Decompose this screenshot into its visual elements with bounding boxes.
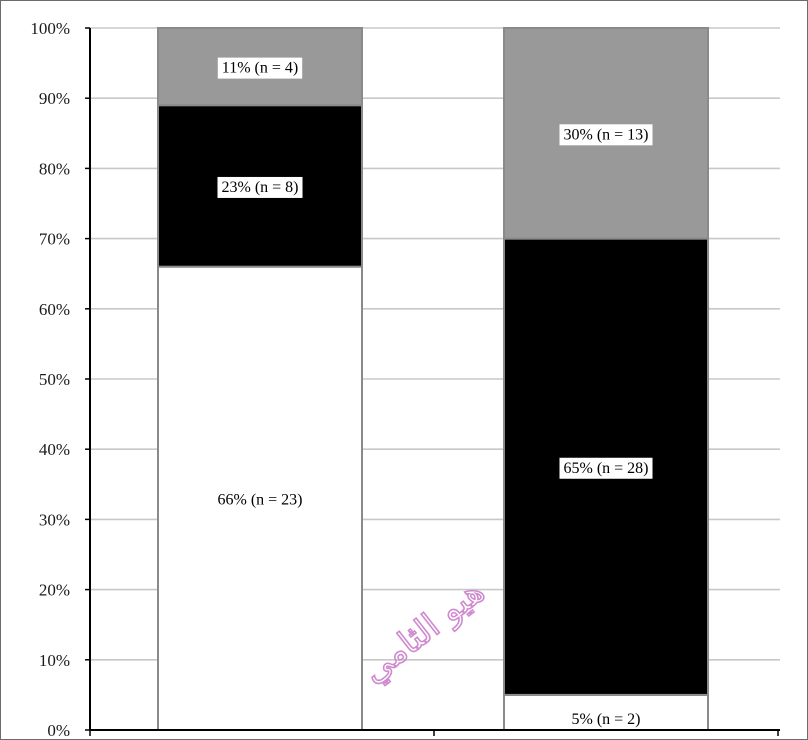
- y-tick-label: 0%: [47, 721, 70, 740]
- data-label: 65% (n = 28): [563, 460, 648, 477]
- data-label-box: [217, 176, 303, 198]
- y-tick-label: 80%: [39, 159, 70, 178]
- data-label-box: [217, 57, 303, 79]
- y-tick-label: 30%: [39, 510, 70, 529]
- y-tick-label: 60%: [39, 300, 70, 319]
- data-label: 23% (n = 8): [221, 179, 298, 196]
- bar-segment: [503, 693, 709, 732]
- data-label-box: [559, 457, 653, 479]
- y-tick-label: 50%: [39, 370, 70, 389]
- data-label: 66% (n = 23): [217, 491, 302, 508]
- y-tick-label: 70%: [39, 230, 70, 249]
- y-tick-label: 90%: [39, 89, 70, 108]
- data-label: 30% (n = 13): [563, 126, 648, 143]
- axes: 0% 10% 20% 30% 40% 50% 60% 70% 80% 90% 100%: [30, 19, 780, 740]
- data-label-box: [559, 124, 653, 146]
- y-tick-label: 100%: [30, 19, 70, 38]
- bar-segment: [157, 265, 363, 731]
- y-tick-label: 20%: [39, 581, 70, 600]
- segment-labels: 66% (n = 23) 23% (n = 8) 11% (n = 4) 5% (n …: [217, 57, 653, 728]
- data-label: 5% (n = 2): [571, 711, 640, 728]
- data-label: 11% (n = 4): [222, 60, 298, 77]
- y-tick-label: 10%: [39, 651, 70, 670]
- y-tick-label: 40%: [39, 440, 70, 459]
